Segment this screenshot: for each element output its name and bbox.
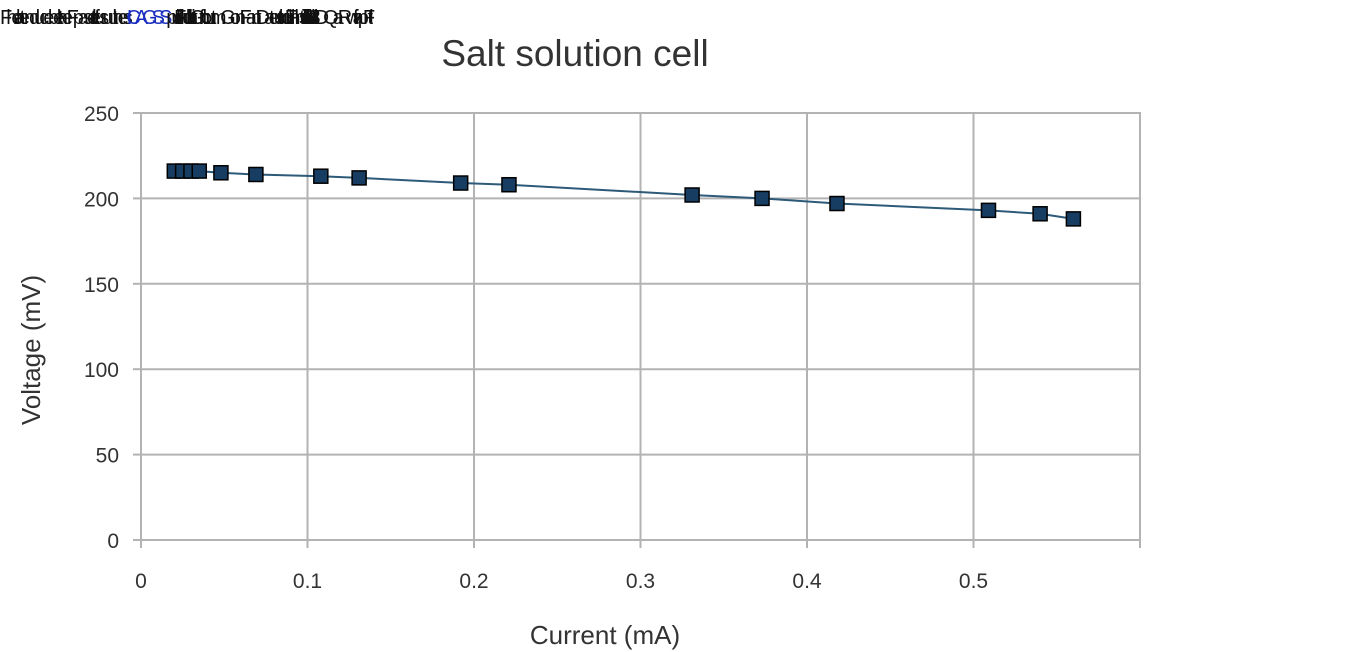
axis-layer xyxy=(133,112,1141,548)
x-axis-label: Current (mA) xyxy=(530,620,680,650)
marker-layer xyxy=(166,163,1082,227)
y-axis-label: Voltage (mV) xyxy=(16,275,46,425)
y-tick-label: 250 xyxy=(84,103,119,126)
data-point-marker xyxy=(980,202,997,219)
data-point-marker xyxy=(1032,206,1048,222)
tick-label-layer: 0 50 100 150 200 250 0 0.1 0.2 0.3 0.4 0.5 xyxy=(84,103,988,593)
data-point-marker xyxy=(351,170,367,186)
x-tick-label: 0.2 xyxy=(459,570,488,593)
data-point-marker xyxy=(313,168,329,184)
data-point-marker xyxy=(1065,211,1082,227)
data-point-marker xyxy=(213,165,229,181)
header-segment-1: Fhe lat enduce bet the Fpaselt etfus uut… xyxy=(0,8,133,28)
data-point-marker xyxy=(191,163,208,179)
plot-frame xyxy=(140,112,1141,541)
header-text-strip: Fhe lat enduce bet the Fpaselt etfus uut… xyxy=(0,0,1362,34)
grid-layer xyxy=(140,112,1141,541)
y-tick-label: 200 xyxy=(84,188,119,211)
header-segment-link[interactable]: ICAGSS xyxy=(126,8,173,28)
y-tick-label: 0 xyxy=(107,530,119,553)
data-point-marker xyxy=(248,166,264,183)
header-segment-3: ult ud.iFlnhurtl ali /ilitsP.dt /i3DQaRw… xyxy=(273,8,373,28)
x-tick-label: 0 xyxy=(135,570,147,593)
series-line xyxy=(174,170,1074,220)
x-tick-label: 0.4 xyxy=(792,570,822,593)
y-tick-label: 150 xyxy=(84,274,119,297)
x-tick-label: 0.3 xyxy=(626,570,655,593)
data-point-marker xyxy=(501,176,517,193)
data-point-marker xyxy=(452,175,469,191)
y-tick-label: 50 xyxy=(96,445,119,468)
garbled-header-text: Fhe lat enduce bet the Fpaselt etfus uut… xyxy=(0,8,1362,28)
x-tick-label: 0.5 xyxy=(959,570,988,593)
chart-title: Salt solution cell xyxy=(441,33,708,74)
x-tick-label: 0.1 xyxy=(293,570,322,593)
data-point-marker xyxy=(684,187,700,203)
series-line-layer xyxy=(174,170,1074,220)
data-point-marker xyxy=(754,190,770,207)
header-segment-2: pu.fiFlk ull.u lnt.iGfn...lo.ut.m.Gon Fa… xyxy=(166,8,261,28)
data-point-marker xyxy=(829,195,845,212)
y-tick-label: 100 xyxy=(84,359,119,382)
